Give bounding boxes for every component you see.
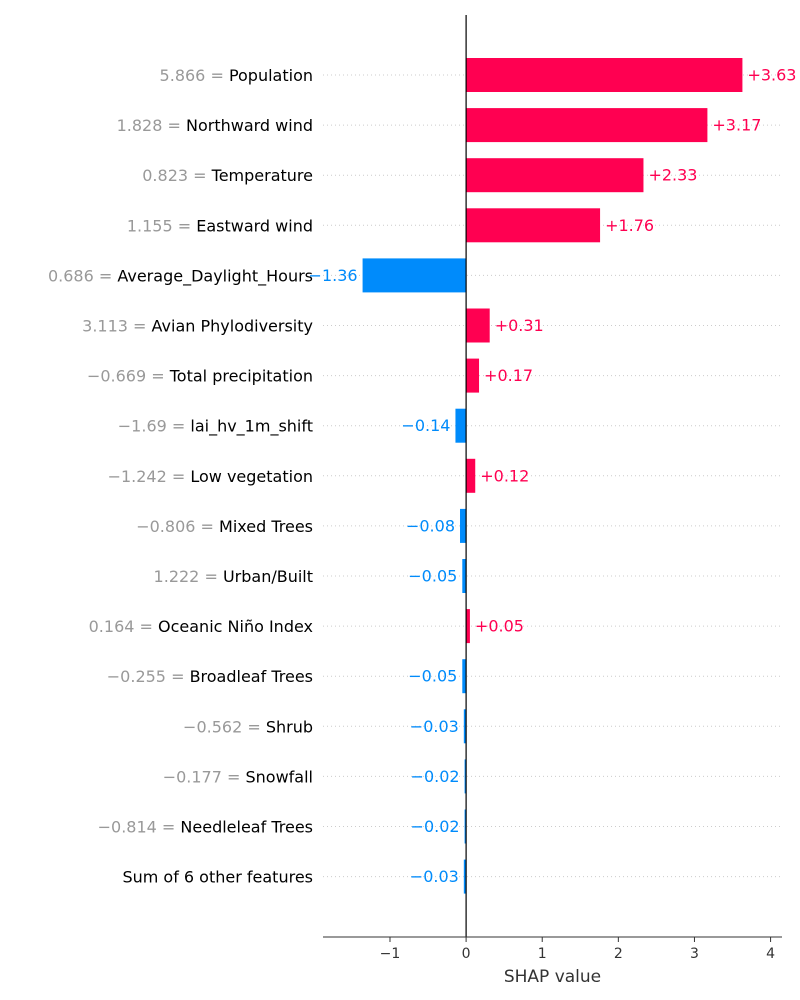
feature-name: Average_Daylight_Hours — [117, 266, 313, 286]
bar — [466, 308, 490, 343]
data-label: −0.05 — [408, 667, 457, 686]
x-axis: −1 0 1 2 3 4 SHAP value — [323, 936, 782, 987]
bar — [462, 659, 467, 694]
feature-label: −0.562 = Shrub — [183, 717, 313, 736]
x-tick-label: 2 — [614, 946, 623, 962]
feature-name: Low vegetation — [190, 466, 313, 485]
x-tick-label: 4 — [766, 946, 775, 962]
feature-name: Shrub — [266, 717, 313, 736]
feature-label: −1.242 = Low vegetation — [108, 466, 313, 485]
feature-name: Population — [229, 66, 313, 85]
feature-label: 3.113 = Avian Phylodiversity — [82, 316, 313, 335]
bar — [463, 859, 467, 894]
feature-value: −1.69 = — [118, 416, 191, 435]
feature-value: 0.823 = — [142, 166, 211, 185]
feature-name: Snowfall — [246, 767, 314, 786]
feature-label: −0.177 = Snowfall — [163, 767, 313, 786]
feature-label: 1.828 = Northward wind — [117, 116, 313, 135]
data-label: −0.03 — [410, 717, 459, 736]
feature-label: −0.669 = Total precipitation — [87, 366, 313, 385]
bar — [464, 809, 467, 844]
data-label: +1.76 — [605, 216, 654, 235]
bar — [463, 709, 467, 744]
data-label: −0.05 — [408, 567, 457, 586]
x-tick-label: −1 — [380, 946, 401, 962]
feature-name: Eastward wind — [196, 216, 313, 235]
data-label: +3.63 — [747, 66, 796, 85]
feature-label: −0.255 = Broadleaf Trees — [107, 667, 313, 686]
feature-label: 1.155 = Eastward wind — [127, 216, 313, 235]
data-label: +0.17 — [484, 366, 533, 385]
feature-value: −0.177 = — [163, 767, 246, 786]
row-labels: 5.866 = Population 1.828 = Northward wind… — [48, 66, 313, 887]
bar — [466, 108, 708, 143]
x-tick-label: 0 — [462, 946, 471, 962]
feature-value: 5.866 = — [160, 66, 229, 85]
feature-label: Sum of 6 other features — [122, 867, 313, 886]
data-label: −1.36 — [309, 266, 358, 285]
feature-name: Avian Phylodiversity — [152, 316, 313, 335]
data-label: −0.08 — [406, 516, 455, 535]
feature-label: 5.866 = Population — [160, 66, 313, 85]
bar — [362, 258, 467, 293]
x-ticks: −1 0 1 2 3 4 — [380, 937, 775, 962]
feature-value: −0.562 = — [183, 717, 266, 736]
bar — [466, 58, 743, 92]
feature-value: −0.669 = — [87, 366, 170, 385]
feature-label: −0.806 = Mixed Trees — [136, 516, 313, 535]
bars — [362, 58, 743, 894]
bar — [464, 759, 467, 794]
value-labels: +3.63 +3.17 +2.33 +1.76 −1.36 +0.31 +0.17 −0.14… — [309, 66, 797, 887]
feature-value: 1.222 = — [154, 567, 223, 586]
feature-name: Needleleaf Trees — [180, 817, 313, 836]
feature-value: −0.255 = — [107, 667, 190, 686]
data-label: −0.14 — [401, 416, 450, 435]
feature-value: −0.814 = — [98, 817, 181, 836]
feature-name: Total precipitation — [169, 366, 313, 385]
data-label: −0.02 — [411, 817, 460, 836]
feature-label: 0.686 = Average_Daylight_Hours — [48, 266, 313, 286]
feature-name: Urban/Built — [223, 567, 313, 586]
data-label: +0.12 — [480, 466, 529, 485]
feature-name: Mixed Trees — [219, 516, 313, 535]
feature-value: −1.242 = — [108, 466, 191, 485]
feature-name: Northward wind — [186, 116, 313, 135]
feature-label: 0.823 = Temperature — [142, 166, 313, 185]
feature-name: lai_hv_1m_shift — [190, 416, 313, 436]
data-label: −0.03 — [410, 867, 459, 886]
bar — [466, 609, 470, 644]
data-label: +2.33 — [648, 166, 697, 185]
feature-value: 1.155 = — [127, 216, 196, 235]
x-tick-label: 3 — [690, 946, 699, 962]
data-label: −0.02 — [411, 767, 460, 786]
data-label: +3.17 — [712, 116, 761, 135]
feature-value: 1.828 = — [117, 116, 186, 135]
feature-label: −1.69 = lai_hv_1m_shift — [118, 416, 313, 436]
feature-name: Sum of 6 other features — [122, 867, 313, 886]
x-axis-title: SHAP value — [504, 967, 601, 987]
bar — [466, 358, 480, 393]
feature-name: Broadleaf Trees — [190, 667, 313, 686]
bar — [466, 208, 601, 243]
feature-label: 1.222 = Urban/Built — [154, 567, 313, 586]
row-guides — [323, 74, 782, 878]
bar — [466, 458, 476, 493]
feature-label: 0.164 = Oceanic Niño Index — [89, 617, 313, 636]
bar — [460, 508, 467, 543]
feature-name: Temperature — [211, 166, 313, 185]
feature-value: 0.686 = — [48, 266, 117, 285]
x-tick-label: 1 — [538, 946, 547, 962]
feature-value: 3.113 = — [82, 316, 151, 335]
data-label: +0.05 — [475, 617, 524, 636]
bar — [466, 158, 644, 193]
feature-value: 0.164 = — [89, 617, 158, 636]
bar — [462, 559, 467, 593]
feature-value: −0.806 = — [136, 516, 219, 535]
bar — [455, 408, 467, 443]
feature-label: −0.814 = Needleleaf Trees — [98, 817, 313, 836]
feature-name: Oceanic Niño Index — [158, 617, 313, 636]
data-label: +0.31 — [495, 316, 544, 335]
